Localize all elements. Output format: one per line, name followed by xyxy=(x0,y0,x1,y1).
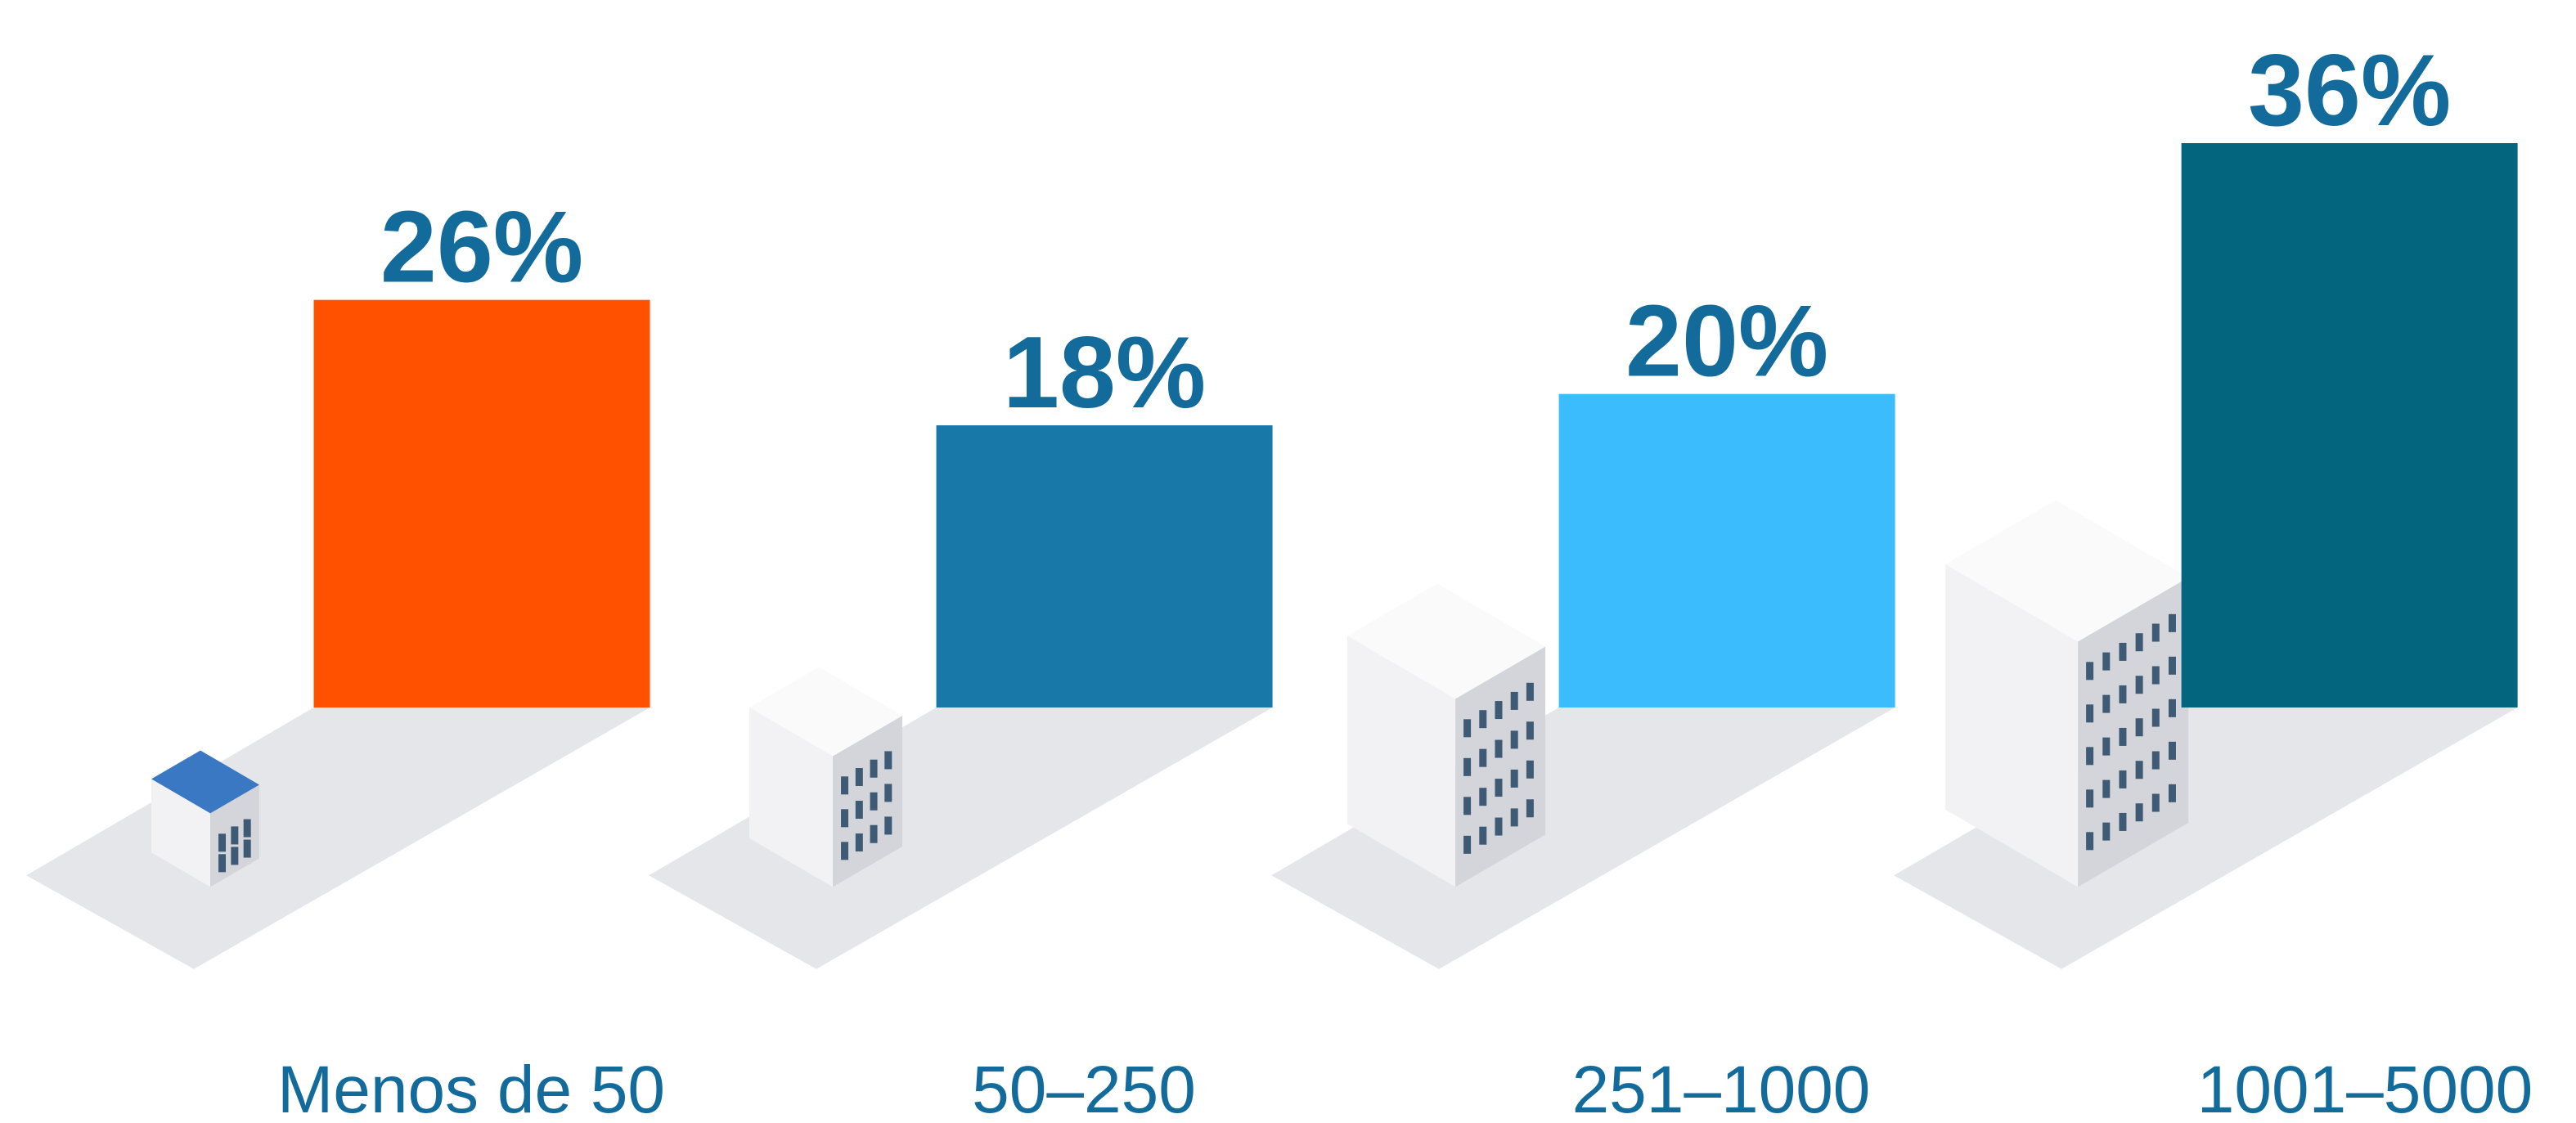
window xyxy=(231,826,239,845)
window xyxy=(2102,652,2111,671)
window xyxy=(855,833,863,852)
window xyxy=(1479,710,1487,729)
window xyxy=(2102,779,2111,798)
window xyxy=(2086,662,2094,681)
window xyxy=(2151,793,2160,812)
window xyxy=(855,801,863,820)
window xyxy=(218,854,227,873)
category-label: 1001–5000 xyxy=(2197,1053,2533,1123)
window xyxy=(870,792,878,811)
window xyxy=(1510,769,1518,788)
value-label: 18% xyxy=(1003,317,1206,429)
window xyxy=(2119,642,2127,661)
window xyxy=(1463,757,1472,776)
bar xyxy=(1558,393,1895,707)
window xyxy=(1526,682,1534,701)
window xyxy=(2168,741,2176,760)
window xyxy=(2135,718,2143,737)
window xyxy=(1463,797,1472,815)
window xyxy=(2151,708,2160,727)
building-top xyxy=(749,667,903,757)
window xyxy=(2135,676,2143,694)
building-left xyxy=(1945,564,2079,887)
window xyxy=(2086,789,2094,808)
window xyxy=(1479,748,1487,767)
window xyxy=(1479,788,1487,806)
shadow xyxy=(649,707,1273,969)
window xyxy=(1526,760,1534,779)
window xyxy=(2119,727,2127,746)
window xyxy=(1495,739,1503,758)
window xyxy=(231,847,239,865)
window xyxy=(1510,808,1518,827)
window xyxy=(2086,747,2094,766)
window xyxy=(1479,826,1487,845)
window xyxy=(2135,803,2143,822)
window xyxy=(2102,737,2111,756)
window xyxy=(841,809,849,828)
building-right xyxy=(1455,646,1546,887)
window xyxy=(884,751,892,770)
window xyxy=(2168,613,2176,632)
window xyxy=(2151,666,2160,685)
building-left xyxy=(151,779,211,887)
window xyxy=(2119,770,2127,788)
window xyxy=(2135,761,2143,779)
window xyxy=(2168,699,2176,717)
window xyxy=(2086,832,2094,851)
window xyxy=(1510,691,1518,710)
window xyxy=(870,759,878,778)
shadow xyxy=(1271,707,1895,969)
window xyxy=(2086,704,2094,723)
window xyxy=(1526,721,1534,740)
category-label: 50–250 xyxy=(972,1053,1196,1123)
window xyxy=(2119,685,2127,703)
bar xyxy=(936,425,1273,707)
window xyxy=(1463,835,1472,854)
shadow xyxy=(26,707,650,969)
bar xyxy=(2181,143,2518,707)
value-label: 26% xyxy=(380,191,583,304)
window xyxy=(2168,656,2176,675)
window xyxy=(1495,817,1503,836)
category-label: Menos de 50 xyxy=(277,1053,665,1123)
building-top xyxy=(1347,583,1546,699)
building-left xyxy=(749,707,834,887)
window xyxy=(243,839,251,858)
window xyxy=(1463,719,1472,738)
window xyxy=(1526,799,1534,818)
window xyxy=(1495,779,1503,797)
window xyxy=(884,784,892,802)
window xyxy=(2102,822,2111,841)
window xyxy=(243,819,251,838)
window xyxy=(2151,623,2160,642)
window xyxy=(2151,751,2160,770)
window xyxy=(2135,633,2143,652)
window xyxy=(841,842,849,860)
window xyxy=(870,824,878,843)
window xyxy=(841,776,849,795)
bar xyxy=(313,299,650,707)
window xyxy=(2168,784,2176,802)
window xyxy=(855,768,863,787)
window xyxy=(1510,730,1518,749)
window xyxy=(218,833,227,852)
category-label: 251–1000 xyxy=(1572,1053,1871,1123)
shadow xyxy=(1894,707,2518,969)
building-left xyxy=(1347,636,1456,887)
window xyxy=(1495,701,1503,720)
value-label: 36% xyxy=(2248,34,2451,147)
building-top xyxy=(151,750,260,814)
window xyxy=(884,816,892,835)
value-label: 20% xyxy=(1625,285,1828,398)
window xyxy=(2119,812,2127,831)
building-top xyxy=(1945,500,2189,642)
window xyxy=(2102,694,2111,713)
